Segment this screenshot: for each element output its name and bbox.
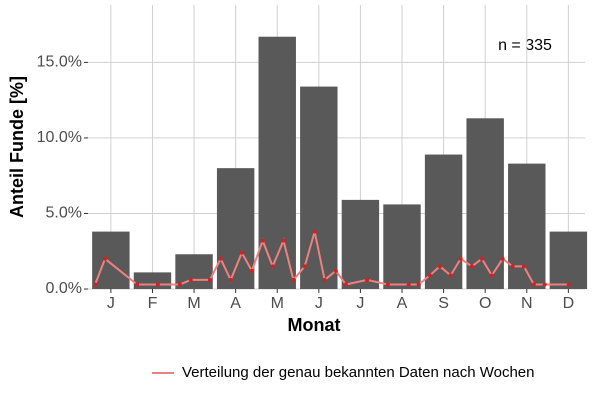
line-point [249,268,254,273]
line-point [448,273,453,278]
y-tick-label: 0.0% [46,280,82,297]
bar [549,231,588,289]
line-point [239,250,244,255]
line-point [458,256,463,261]
y-tick-label: 5.0% [46,205,82,222]
line-point [416,282,421,287]
x-tick-label: J [315,295,323,312]
line-point [135,282,140,287]
bar [92,231,130,289]
line-point [322,277,327,282]
line-point [385,282,390,287]
bar [466,118,504,289]
line-point [469,264,474,269]
y-tick-label: 10.0% [37,129,82,146]
line-point [93,282,98,287]
x-tick-label: A [230,295,241,312]
line-point [188,277,193,282]
line-point [510,264,515,269]
bar [383,204,421,289]
x-tick-label: D [563,295,575,312]
line-point [343,282,348,287]
line-point [521,264,526,269]
line-point [281,238,286,243]
line-point [218,256,223,261]
line-point [531,282,536,287]
line-point [155,282,160,287]
line-point [437,264,442,269]
x-tick-label: O [479,295,491,312]
line-point [207,277,212,282]
legend-label: Verteilung der genau bekannten Daten nac… [182,364,535,381]
x-tick-label: F [148,295,158,312]
bar [508,163,546,289]
bar [258,36,296,289]
line-point [333,268,338,273]
x-tick-label: J [356,295,364,312]
x-tick-label: M [187,295,200,312]
y-axis-label: Anteil Funde [%] [7,76,27,218]
x-tick-label: S [438,295,449,312]
line-point [103,256,108,261]
line-point [489,273,494,278]
line-point [291,277,296,282]
x-tick-label: M [271,295,284,312]
line-point [228,277,233,282]
bar [300,86,338,290]
line-point [177,282,182,287]
line-point [427,273,432,278]
line-point [365,277,370,282]
bar [216,168,255,289]
line-point [566,282,571,287]
annotation: n = 335 [498,37,552,54]
line-point [500,256,505,261]
x-tick-label: J [107,295,115,312]
line-point [542,282,547,287]
x-tick-label: N [521,295,533,312]
x-tick-label: A [397,295,408,312]
line-point [270,264,275,269]
y-tick-label: 15.0% [37,54,82,71]
x-axis-label: Monat [288,315,341,335]
line-point [302,264,307,269]
line-point [406,282,411,287]
line-point [479,256,484,261]
bar [341,199,380,289]
line-point [260,238,265,243]
bar [133,272,172,289]
line-point [312,229,317,234]
